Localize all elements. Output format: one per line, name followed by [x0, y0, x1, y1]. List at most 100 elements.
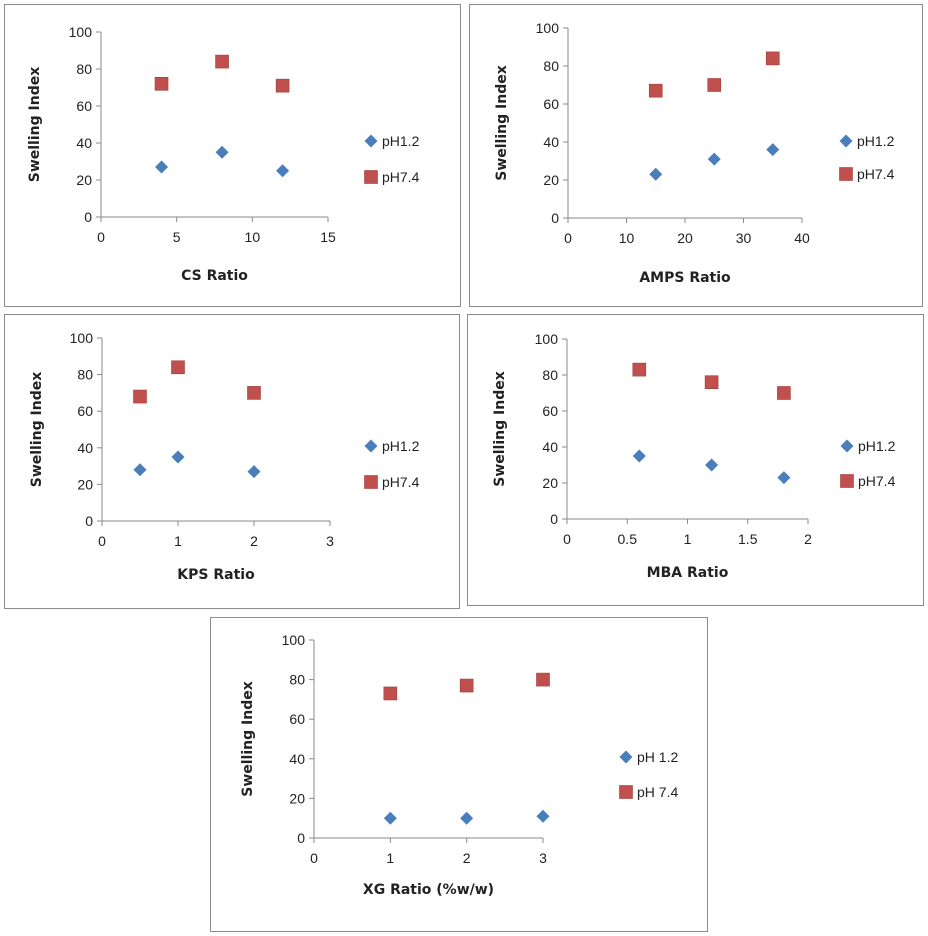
y-tick-label: 80 — [542, 367, 558, 383]
data-point-diamond — [247, 465, 261, 479]
legend-marker — [840, 439, 854, 453]
y-tick-label: 60 — [289, 711, 305, 727]
legend-label: pH1.2 — [382, 438, 420, 454]
data-point-diamond — [171, 450, 185, 464]
x-tick-label: 1 — [386, 850, 394, 866]
data-point-square — [133, 389, 147, 404]
chart-svg: 0 20 40 60 80 100 0 0.5 1 1.5 2 MBA Ratio Swelling I… — [492, 331, 896, 581]
y-tick-label: 40 — [76, 135, 92, 151]
x-tick-label: 20 — [677, 230, 693, 246]
x-tick-label: 10 — [245, 229, 261, 245]
y-tick-label: 20 — [76, 172, 92, 188]
x-tick-label: 1 — [684, 531, 692, 547]
y-tick-label: 20 — [77, 476, 93, 492]
x-tick-label: 3 — [326, 533, 334, 549]
x-tick-label: 0 — [564, 230, 572, 246]
y-tick-label: 0 — [84, 209, 92, 225]
data-point-diamond — [632, 449, 646, 463]
x-tick-label: 0 — [563, 531, 571, 547]
y-tick-label: 80 — [77, 367, 93, 383]
data-point-diamond — [460, 811, 474, 825]
data-point-diamond — [777, 471, 791, 485]
y-tick-label: 100 — [282, 632, 306, 648]
chart-panel-amps: 0 20 40 60 80 100 0 10 20 30 40 AMPS Ratio Swelling … — [469, 4, 923, 307]
y-tick-label: 80 — [543, 58, 559, 74]
y-tick-label: 0 — [551, 210, 559, 226]
y-axis-title: Swelling Index — [492, 371, 508, 487]
data-point-diamond — [705, 458, 719, 472]
x-axis-title: XG Ratio (%w/w) — [363, 882, 494, 898]
y-tick-label: 100 — [70, 330, 94, 346]
x-tick-label: 3 — [539, 850, 547, 866]
legend-marker — [839, 167, 853, 181]
chart-svg: 0 20 40 60 80 100 0 1 2 3 XG Ratio (%w/w) Swelling … — [240, 632, 678, 898]
data-point-square — [704, 375, 719, 390]
y-tick-label: 20 — [289, 790, 305, 806]
data-point-diamond — [215, 145, 229, 159]
legend-label: pH1.2 — [857, 133, 895, 149]
legend-marker — [840, 474, 854, 488]
y-tick-label: 40 — [542, 439, 558, 455]
y-tick-label: 40 — [77, 440, 93, 456]
x-tick-label: 5 — [173, 229, 181, 245]
y-tick-label: 80 — [76, 61, 92, 77]
data-point-diamond — [383, 811, 397, 825]
x-tick-label: 1.5 — [738, 531, 758, 547]
data-point-square — [247, 386, 261, 400]
data-point-square — [383, 686, 398, 701]
data-point-diamond — [536, 809, 550, 823]
legend-label: pH1.2 — [382, 133, 420, 149]
data-point-diamond — [155, 160, 169, 174]
x-tick-label: 1 — [174, 533, 182, 549]
data-point-square — [215, 54, 229, 69]
x-tick-label: 0 — [97, 229, 105, 245]
data-point-square — [459, 678, 474, 693]
legend-label: pH 7.4 — [637, 784, 678, 800]
x-tick-label: 40 — [794, 230, 810, 246]
y-tick-label: 0 — [297, 830, 305, 846]
chart-panel-kps: 0 20 40 60 80 100 0 1 2 3 KPS Ratio Swelling Index p… — [4, 314, 460, 609]
y-axis-title: Swelling Index — [27, 67, 43, 183]
data-point-diamond — [649, 167, 663, 181]
data-point-square — [707, 78, 722, 92]
data-point-square — [765, 51, 780, 66]
data-point-square — [648, 83, 663, 98]
x-tick-label: 0 — [98, 533, 106, 549]
legend-label: pH7.4 — [858, 473, 896, 489]
y-axis-title: Swelling Index — [240, 681, 256, 797]
data-point-square — [536, 672, 550, 687]
chart-panel-mba: 0 20 40 60 80 100 0 0.5 1 1.5 2 MBA Ratio Swelling I… — [467, 314, 924, 606]
data-point-diamond — [133, 463, 147, 477]
legend-label: pH 1.2 — [637, 749, 678, 765]
y-axis-title: Swelling Index — [494, 65, 510, 181]
data-point-diamond — [276, 164, 290, 178]
x-tick-label: 30 — [736, 230, 752, 246]
x-tick-label: 10 — [619, 230, 635, 246]
y-axis-title: Swelling Index — [29, 372, 45, 488]
data-point-square — [171, 360, 185, 375]
y-tick-label: 60 — [543, 96, 559, 112]
legend-marker — [364, 134, 378, 148]
y-tick-label: 20 — [542, 475, 558, 491]
data-point-square — [154, 77, 169, 91]
y-tick-label: 60 — [77, 403, 93, 419]
x-tick-label: 2 — [250, 533, 258, 549]
x-axis-title: KPS Ratio — [177, 567, 255, 583]
y-tick-label: 20 — [543, 172, 559, 188]
y-tick-label: 80 — [289, 672, 305, 688]
x-tick-label: 0 — [310, 850, 318, 866]
legend-marker — [619, 785, 633, 799]
x-tick-label: 0.5 — [618, 531, 638, 547]
data-point-diamond — [766, 143, 780, 157]
y-tick-label: 60 — [76, 98, 92, 114]
data-point-diamond — [707, 152, 721, 166]
legend-marker — [364, 475, 378, 489]
y-tick-label: 100 — [536, 20, 560, 36]
legend-marker — [364, 170, 378, 184]
legend-label: pH7.4 — [382, 474, 420, 490]
x-axis-title: AMPS Ratio — [639, 270, 731, 286]
y-tick-label: 40 — [543, 134, 559, 150]
chart-panel-cs: 0 20 40 60 80 100 0 5 10 15 CS Ratio Swelling Index… — [4, 4, 461, 307]
x-tick-label: 15 — [320, 229, 336, 245]
x-tick-label: 2 — [463, 850, 471, 866]
